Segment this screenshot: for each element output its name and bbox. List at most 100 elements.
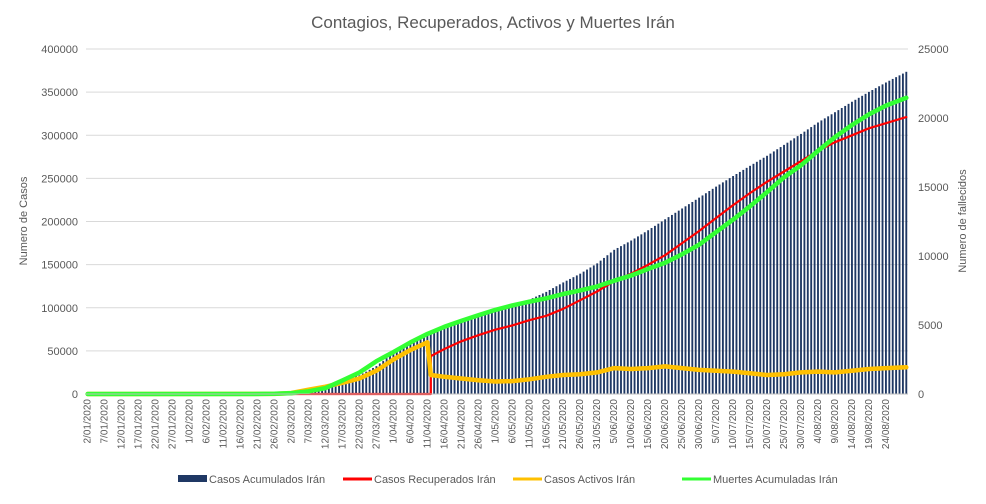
bar [807,129,809,394]
x-tick-label: 22/03/2020 [354,399,365,449]
bar [827,116,829,394]
x-tick-label: 4/08/2020 [813,399,824,444]
bar [606,255,608,394]
bar [831,114,833,394]
x-tick-label: 26/02/2020 [270,399,281,449]
x-tick-label: 2/01/2020 [83,399,94,444]
x-tick-label: 7/01/2020 [100,399,111,444]
y2-axis-label: Numero de fallecidos [957,169,969,273]
bar [739,172,741,394]
legend-swatch [178,475,207,482]
x-tick-label: 11/04/2020 [422,399,433,449]
bar [450,324,452,394]
bar [474,317,476,394]
bar [729,178,731,394]
bar [797,136,799,394]
bar [460,321,462,394]
bar [817,123,819,395]
bar [834,112,836,394]
x-tick-label: 31/05/2020 [592,399,603,449]
bar [858,98,860,394]
bar [705,193,707,394]
bar [623,244,625,394]
x-tick-label: 30/06/2020 [694,399,705,449]
x-tick-label: 15/06/2020 [643,399,654,449]
bar [742,170,744,394]
x-tick-label: 26/04/2020 [473,399,484,449]
bar [440,328,442,394]
y-tick-label: 400000 [41,44,78,56]
legend-label: Muertes Acumuladas Irán [713,474,838,486]
bar [620,246,622,394]
bar [746,168,748,394]
bar [756,162,758,394]
bar [780,147,782,394]
x-tick-label: 10/07/2020 [728,399,739,449]
x-tick-label: 27/01/2020 [168,399,179,449]
x-tick-label: 21/05/2020 [558,399,569,449]
x-tick-label: 21/02/2020 [253,399,264,449]
bar [457,322,459,394]
x-tick-label: 6/04/2020 [405,399,416,444]
x-tick-label: 17/03/2020 [338,399,349,449]
x-tick-label: 7/03/2020 [304,399,315,444]
x-tick-label: 25/07/2020 [779,399,790,449]
x-tick-label: 6/05/2020 [507,399,518,444]
x-tick-label: 17/01/2020 [134,399,145,449]
bar [885,83,887,394]
bar [861,96,863,394]
y-tick-label: 150000 [41,260,78,272]
bar [854,100,856,394]
bar [790,141,792,395]
bar [871,90,873,394]
bar [753,164,755,394]
x-tick-label: 24/08/2020 [881,399,892,449]
bar [786,143,788,394]
bar [800,134,802,394]
bar [617,248,619,394]
x-tick-label: 12/01/2020 [117,399,128,449]
bar [736,174,738,394]
y-tick-label: 300000 [41,130,78,142]
bar [702,195,704,394]
x-tick-label: 16/02/2020 [236,399,247,449]
chart-title: Contagios, Recuperados, Activos y Muerte… [311,13,675,32]
bar [685,206,687,394]
bar [824,118,826,394]
bar [803,132,805,394]
bar [749,166,751,394]
bar [844,106,846,394]
x-tick-label: 19/08/2020 [864,399,875,449]
bar [471,318,473,394]
y-tick-label: 350000 [41,87,78,99]
x-tick-label: 20/06/2020 [660,399,671,449]
bar [603,258,605,394]
x-tick-label: 10/06/2020 [626,399,637,449]
bar [433,331,435,394]
y-tick-label: 50000 [47,346,78,358]
bar [899,75,901,394]
x-tick-label: 16/04/2020 [439,399,450,449]
y-axis-label: Numero de Casos [18,176,30,265]
y-tick-label: 0 [72,389,78,401]
x-tick-label: 1/02/2020 [185,399,196,444]
x-tick-label: 20/07/2020 [762,399,773,449]
x-tick-label: 2/03/2020 [287,399,298,444]
legend-label: Casos Recuperados Irán [374,474,496,486]
x-tick-label: 1/04/2020 [388,399,399,444]
bar [851,102,853,394]
bar [464,320,466,394]
bar [688,204,690,394]
x-tick-label: 26/05/2020 [575,399,586,449]
y2-tick-label: 25000 [918,44,949,56]
bar [892,79,894,394]
bar [878,86,880,394]
bar [783,145,785,394]
bar [848,104,850,394]
x-tick-label: 11/02/2020 [219,399,230,449]
bar [732,176,734,394]
x-tick-label: 11/05/2020 [524,399,535,449]
bar [467,319,469,394]
